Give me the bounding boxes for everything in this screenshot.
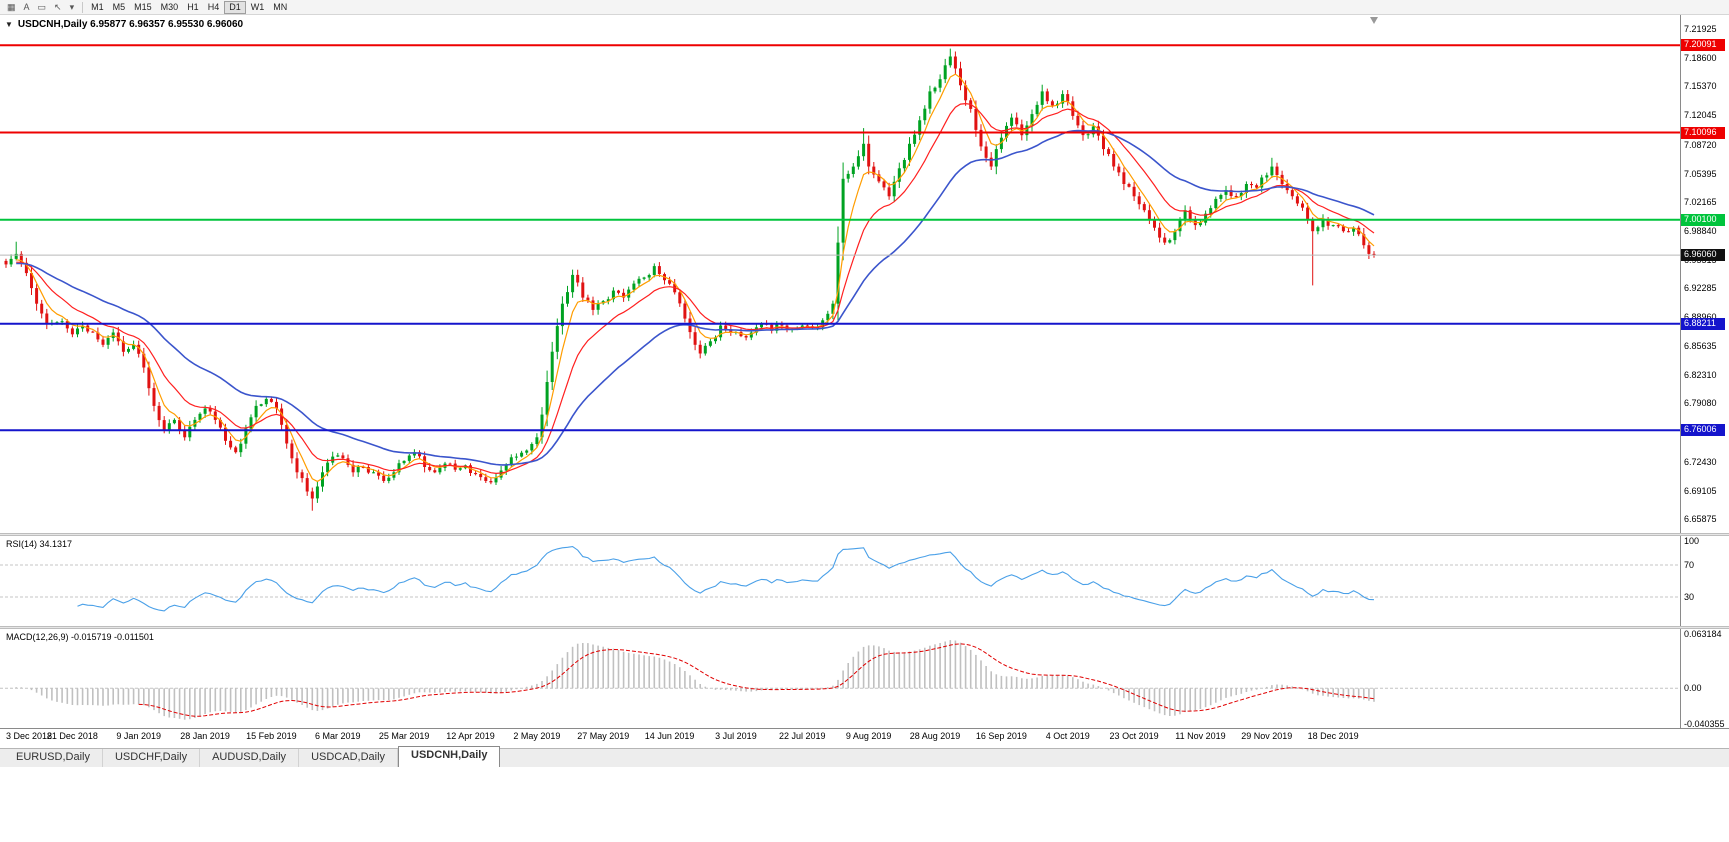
macd-tick: 0.063184 [1684, 629, 1722, 639]
price-tick: 7.18600 [1684, 53, 1717, 64]
date-label: 11 Nov 2019 [1175, 731, 1226, 741]
price-tick: 6.79080 [1684, 398, 1717, 409]
date-label: 18 Dec 2019 [1307, 731, 1359, 741]
moving-average-13 [16, 102, 1375, 475]
toolbar-separator [82, 1, 84, 13]
rsi-line [77, 546, 1375, 612]
timeframe-w1[interactable]: W1 [250, 1, 265, 12]
hline-price-label: 6.76006 [1681, 424, 1725, 437]
date-label: 3 Dec 2018 [6, 731, 53, 741]
macd-signal-line [138, 643, 1375, 717]
price-tick: 6.85635 [1684, 341, 1717, 352]
chart-title-ohlc: USDCNH,Daily 6.95877 6.96357 6.95530 6.9… [17, 19, 244, 30]
hline-price-label: 7.20091 [1681, 39, 1725, 52]
collapse-arrow-icon[interactable]: ▼ [5, 20, 13, 29]
chart-window-icon[interactable]: ▦ [7, 1, 16, 12]
date-label: 28 Jan 2019 [180, 731, 230, 741]
date-label: 9 Jan 2019 [116, 731, 161, 741]
timeframe-buttons: M1 M5 M15 M30 H1 H4 D1 W1 MN [87, 0, 291, 14]
chart-tabs: EURUSD,Daily USDCHF,Daily AUDUSD,Daily USDC… [4, 746, 501, 767]
date-label: 9 Aug 2019 [845, 731, 892, 741]
date-label: 22 Jul 2019 [779, 731, 826, 741]
price-tick: 7.02165 [1684, 196, 1717, 207]
price-tick: 7.08720 [1684, 139, 1717, 150]
chart-tab-audusd[interactable]: AUDUSD,Daily [200, 749, 300, 767]
timeframe-mn[interactable]: MN [273, 1, 288, 12]
date-label: 25 Mar 2019 [378, 731, 430, 741]
cursor-tool-icon[interactable]: ↖ [54, 1, 62, 12]
date-label: 15 Feb 2019 [246, 731, 297, 741]
rsi-plot[interactable] [0, 536, 1680, 626]
panel-splitter-2[interactable] [0, 626, 1729, 629]
hline-price-label: 7.00100 [1681, 213, 1725, 226]
text-annotation-icon[interactable]: A [23, 1, 30, 12]
panel-splitter-1[interactable] [0, 533, 1729, 536]
macd-panel: 0.063184 0.00 -0.040355 MACD(12,26,9) -0.0… [0, 629, 1729, 729]
price-plot[interactable] [0, 15, 1680, 533]
price-tick: 6.98840 [1684, 225, 1717, 236]
date-label: 27 May 2019 [577, 731, 630, 741]
price-tick: 7.05395 [1684, 168, 1717, 179]
rsi-tick: 100 [1684, 536, 1700, 546]
macd-tick: 0.00 [1684, 683, 1702, 694]
price-tick: 6.72430 [1684, 456, 1717, 467]
date-label: 6 Mar 2019 [315, 731, 361, 741]
chart-tab-usdcnh[interactable]: USDCNH,Daily [398, 746, 501, 767]
chart-header: ▼ USDCNH,Daily 6.95877 6.96357 6.95530 6… [5, 19, 243, 30]
macd-label: MACD(12,26,9) -0.015719 -0.011501 [6, 632, 154, 642]
timeframe-m5[interactable]: M5 [112, 1, 126, 12]
rsi-tick: 30 [1684, 592, 1695, 602]
macd-axis[interactable]: 0.063184 0.00 -0.040355 [1680, 629, 1729, 729]
timeframe-d1[interactable]: D1 [224, 0, 246, 14]
current-price-label: 6.96060 [1681, 249, 1725, 262]
timeframe-h4[interactable]: H4 [207, 1, 220, 12]
price-tick: 7.15370 [1684, 81, 1717, 92]
timeframe-m1[interactable]: M1 [91, 1, 104, 12]
price-tick: 7.21925 [1684, 24, 1717, 35]
chart-tab-usdcad[interactable]: USDCAD,Daily [299, 749, 399, 767]
timeframe-h1[interactable]: H1 [187, 1, 199, 12]
date-label: 28 Aug 2019 [909, 731, 961, 741]
price-axis[interactable]: 7.21925 7.18600 7.15370 7.12045 7.08720 7.053… [1680, 15, 1729, 533]
price-tick: 6.88960 [1684, 312, 1717, 322]
moving-average-34 [16, 129, 1375, 466]
price-tick: 6.69105 [1684, 485, 1717, 496]
price-tick: 7.12045 [1684, 110, 1717, 121]
timeframe-m15[interactable]: M15 [134, 1, 152, 12]
price-tick: 6.92285 [1684, 283, 1717, 294]
price-tick: 6.65875 [1684, 513, 1717, 524]
rsi-label: RSI(14) 34.1317 [6, 539, 73, 549]
date-label: 14 Jun 2019 [644, 731, 695, 741]
rsi-panel: 100 70 30 RSI(14) 34.1317 [0, 536, 1729, 626]
date-label: 16 Sep 2019 [975, 731, 1027, 741]
price-chart-panel: 7.21925 7.18600 7.15370 7.12045 7.08720 7.053… [0, 15, 1729, 533]
date-label: 21 Dec 2018 [46, 731, 98, 741]
rsi-axis[interactable]: 100 70 30 [1680, 536, 1729, 626]
date-label: 4 Oct 2019 [1045, 731, 1090, 741]
chart-tab-bar: EURUSD,Daily USDCHF,Daily AUDUSD,Daily USDC… [0, 746, 1729, 767]
chart-shift-marker[interactable] [1370, 17, 1378, 24]
date-label: 12 Apr 2019 [446, 731, 495, 741]
toolbar-icons: ▦ A ▭ ↖ ▾ [3, 1, 78, 14]
macd-tick: -0.040355 [1684, 718, 1725, 729]
date-label: 23 Oct 2019 [1109, 731, 1159, 741]
hline-price-label: 6.88211 [1681, 317, 1725, 330]
chart-tab-usdchf[interactable]: USDCHF,Daily [103, 749, 201, 767]
date-label: 29 Nov 2019 [1241, 731, 1293, 741]
price-tick: 6.82310 [1684, 370, 1717, 381]
date-label: 3 Jul 2019 [715, 731, 757, 741]
toolbar: ▦ A ▭ ↖ ▾ M1 M5 M15 M30 H1 H4 D1 W1 MN [0, 0, 1729, 15]
template-icon[interactable]: ▭ [37, 1, 47, 12]
moving-average-5 [16, 73, 1375, 483]
time-axis[interactable]: 3 Dec 2018 21 Dec 2018 9 Jan 2019 28 Jan 20… [0, 728, 1729, 744]
chart-tab-eurusd[interactable]: EURUSD,Daily [4, 749, 103, 767]
cursor-dropdown-icon[interactable]: ▾ [69, 1, 75, 12]
date-label: 2 May 2019 [513, 731, 561, 741]
timeframe-m30[interactable]: M30 [160, 1, 179, 12]
rsi-tick: 70 [1684, 560, 1695, 570]
macd-plot[interactable] [0, 629, 1680, 728]
hline-price-label: 7.10096 [1681, 126, 1725, 139]
